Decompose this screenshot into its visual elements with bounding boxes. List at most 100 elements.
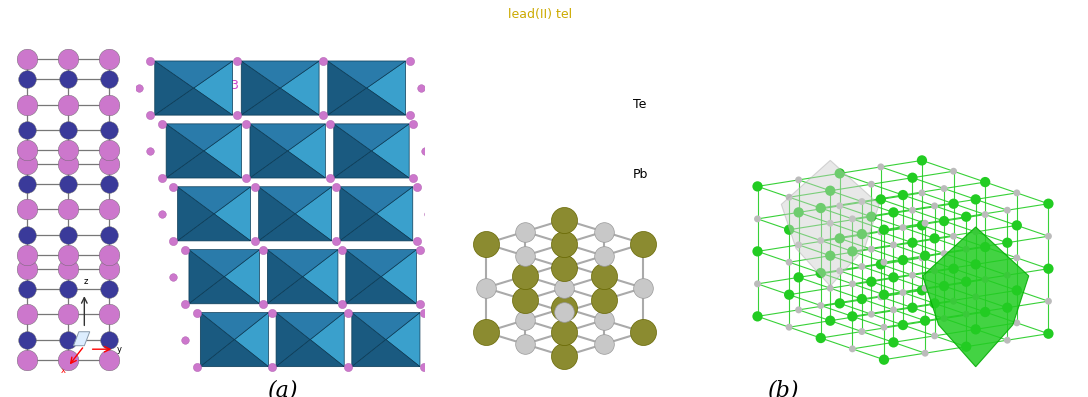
Point	[790, 307, 807, 313]
Text: x: x	[60, 366, 65, 375]
Point	[790, 274, 807, 281]
Point	[517, 297, 534, 303]
Point	[926, 333, 943, 339]
Point	[957, 246, 975, 252]
Point	[916, 285, 934, 291]
Point	[812, 270, 829, 276]
Polygon shape	[339, 187, 412, 214]
Point	[517, 228, 534, 235]
Point	[401, 58, 419, 64]
Point	[853, 263, 870, 270]
Point	[255, 301, 272, 307]
Polygon shape	[781, 160, 879, 286]
Point	[556, 216, 573, 223]
Point	[263, 309, 281, 316]
Point	[18, 56, 36, 62]
Point	[417, 148, 434, 154]
Point	[999, 337, 1016, 343]
Polygon shape	[250, 124, 325, 151]
Point	[913, 157, 930, 164]
Point	[999, 304, 1016, 311]
Point	[411, 301, 429, 307]
Text: y: y	[118, 345, 122, 354]
Point	[237, 121, 255, 127]
Point	[100, 252, 118, 258]
Point	[18, 337, 36, 343]
Polygon shape	[280, 61, 319, 115]
Polygon shape	[376, 187, 412, 241]
Point	[1009, 222, 1026, 229]
Point	[936, 251, 953, 257]
Polygon shape	[166, 124, 242, 151]
Point	[405, 175, 422, 181]
Point	[913, 190, 930, 196]
Point	[749, 313, 766, 320]
Point	[188, 364, 206, 370]
Point	[749, 281, 766, 287]
Point	[967, 261, 985, 268]
Polygon shape	[327, 61, 367, 115]
Point	[100, 206, 118, 213]
Polygon shape	[351, 312, 386, 367]
Point	[926, 203, 943, 209]
Polygon shape	[177, 187, 250, 214]
Point	[164, 238, 182, 244]
Point	[904, 175, 922, 181]
Polygon shape	[189, 250, 224, 304]
Polygon shape	[200, 312, 269, 339]
Point	[1040, 233, 1058, 239]
Point	[821, 187, 839, 194]
Point	[59, 147, 76, 153]
Polygon shape	[250, 124, 287, 178]
Polygon shape	[351, 312, 420, 339]
Point	[18, 206, 36, 213]
Point	[517, 273, 534, 279]
Point	[812, 237, 829, 244]
Point	[141, 112, 159, 118]
Polygon shape	[268, 250, 338, 277]
Point	[875, 259, 892, 265]
Point	[875, 357, 892, 363]
Polygon shape	[339, 187, 376, 241]
Point	[926, 268, 943, 274]
Polygon shape	[346, 250, 381, 304]
Text: z: z	[84, 278, 88, 286]
Polygon shape	[194, 61, 233, 115]
Polygon shape	[154, 61, 194, 115]
Point	[790, 209, 807, 216]
Polygon shape	[268, 277, 338, 304]
Point	[59, 311, 76, 318]
Point	[999, 272, 1016, 278]
Point	[944, 298, 962, 304]
Polygon shape	[242, 61, 319, 88]
Point	[263, 364, 281, 370]
Point	[853, 198, 870, 205]
Point	[321, 175, 338, 181]
Text: (b): (b)	[768, 380, 799, 397]
Text: (a): (a)	[268, 380, 298, 397]
Point	[246, 183, 263, 190]
Point	[18, 102, 36, 108]
Polygon shape	[327, 88, 406, 115]
Point	[894, 257, 912, 263]
Point	[977, 211, 994, 218]
Point	[556, 285, 573, 291]
Point	[556, 265, 573, 271]
Polygon shape	[189, 250, 260, 277]
Point	[477, 285, 494, 291]
Point	[18, 286, 36, 292]
Point	[100, 232, 118, 238]
Point	[415, 364, 432, 370]
Point	[812, 205, 829, 211]
Point	[59, 357, 76, 363]
Point	[873, 261, 890, 268]
Point	[853, 231, 870, 237]
Polygon shape	[259, 187, 295, 241]
Point	[904, 239, 922, 246]
Point	[885, 209, 902, 216]
Point	[327, 183, 345, 190]
Point	[100, 147, 118, 153]
Point	[913, 222, 930, 229]
Point	[100, 286, 118, 292]
Point	[831, 268, 849, 274]
